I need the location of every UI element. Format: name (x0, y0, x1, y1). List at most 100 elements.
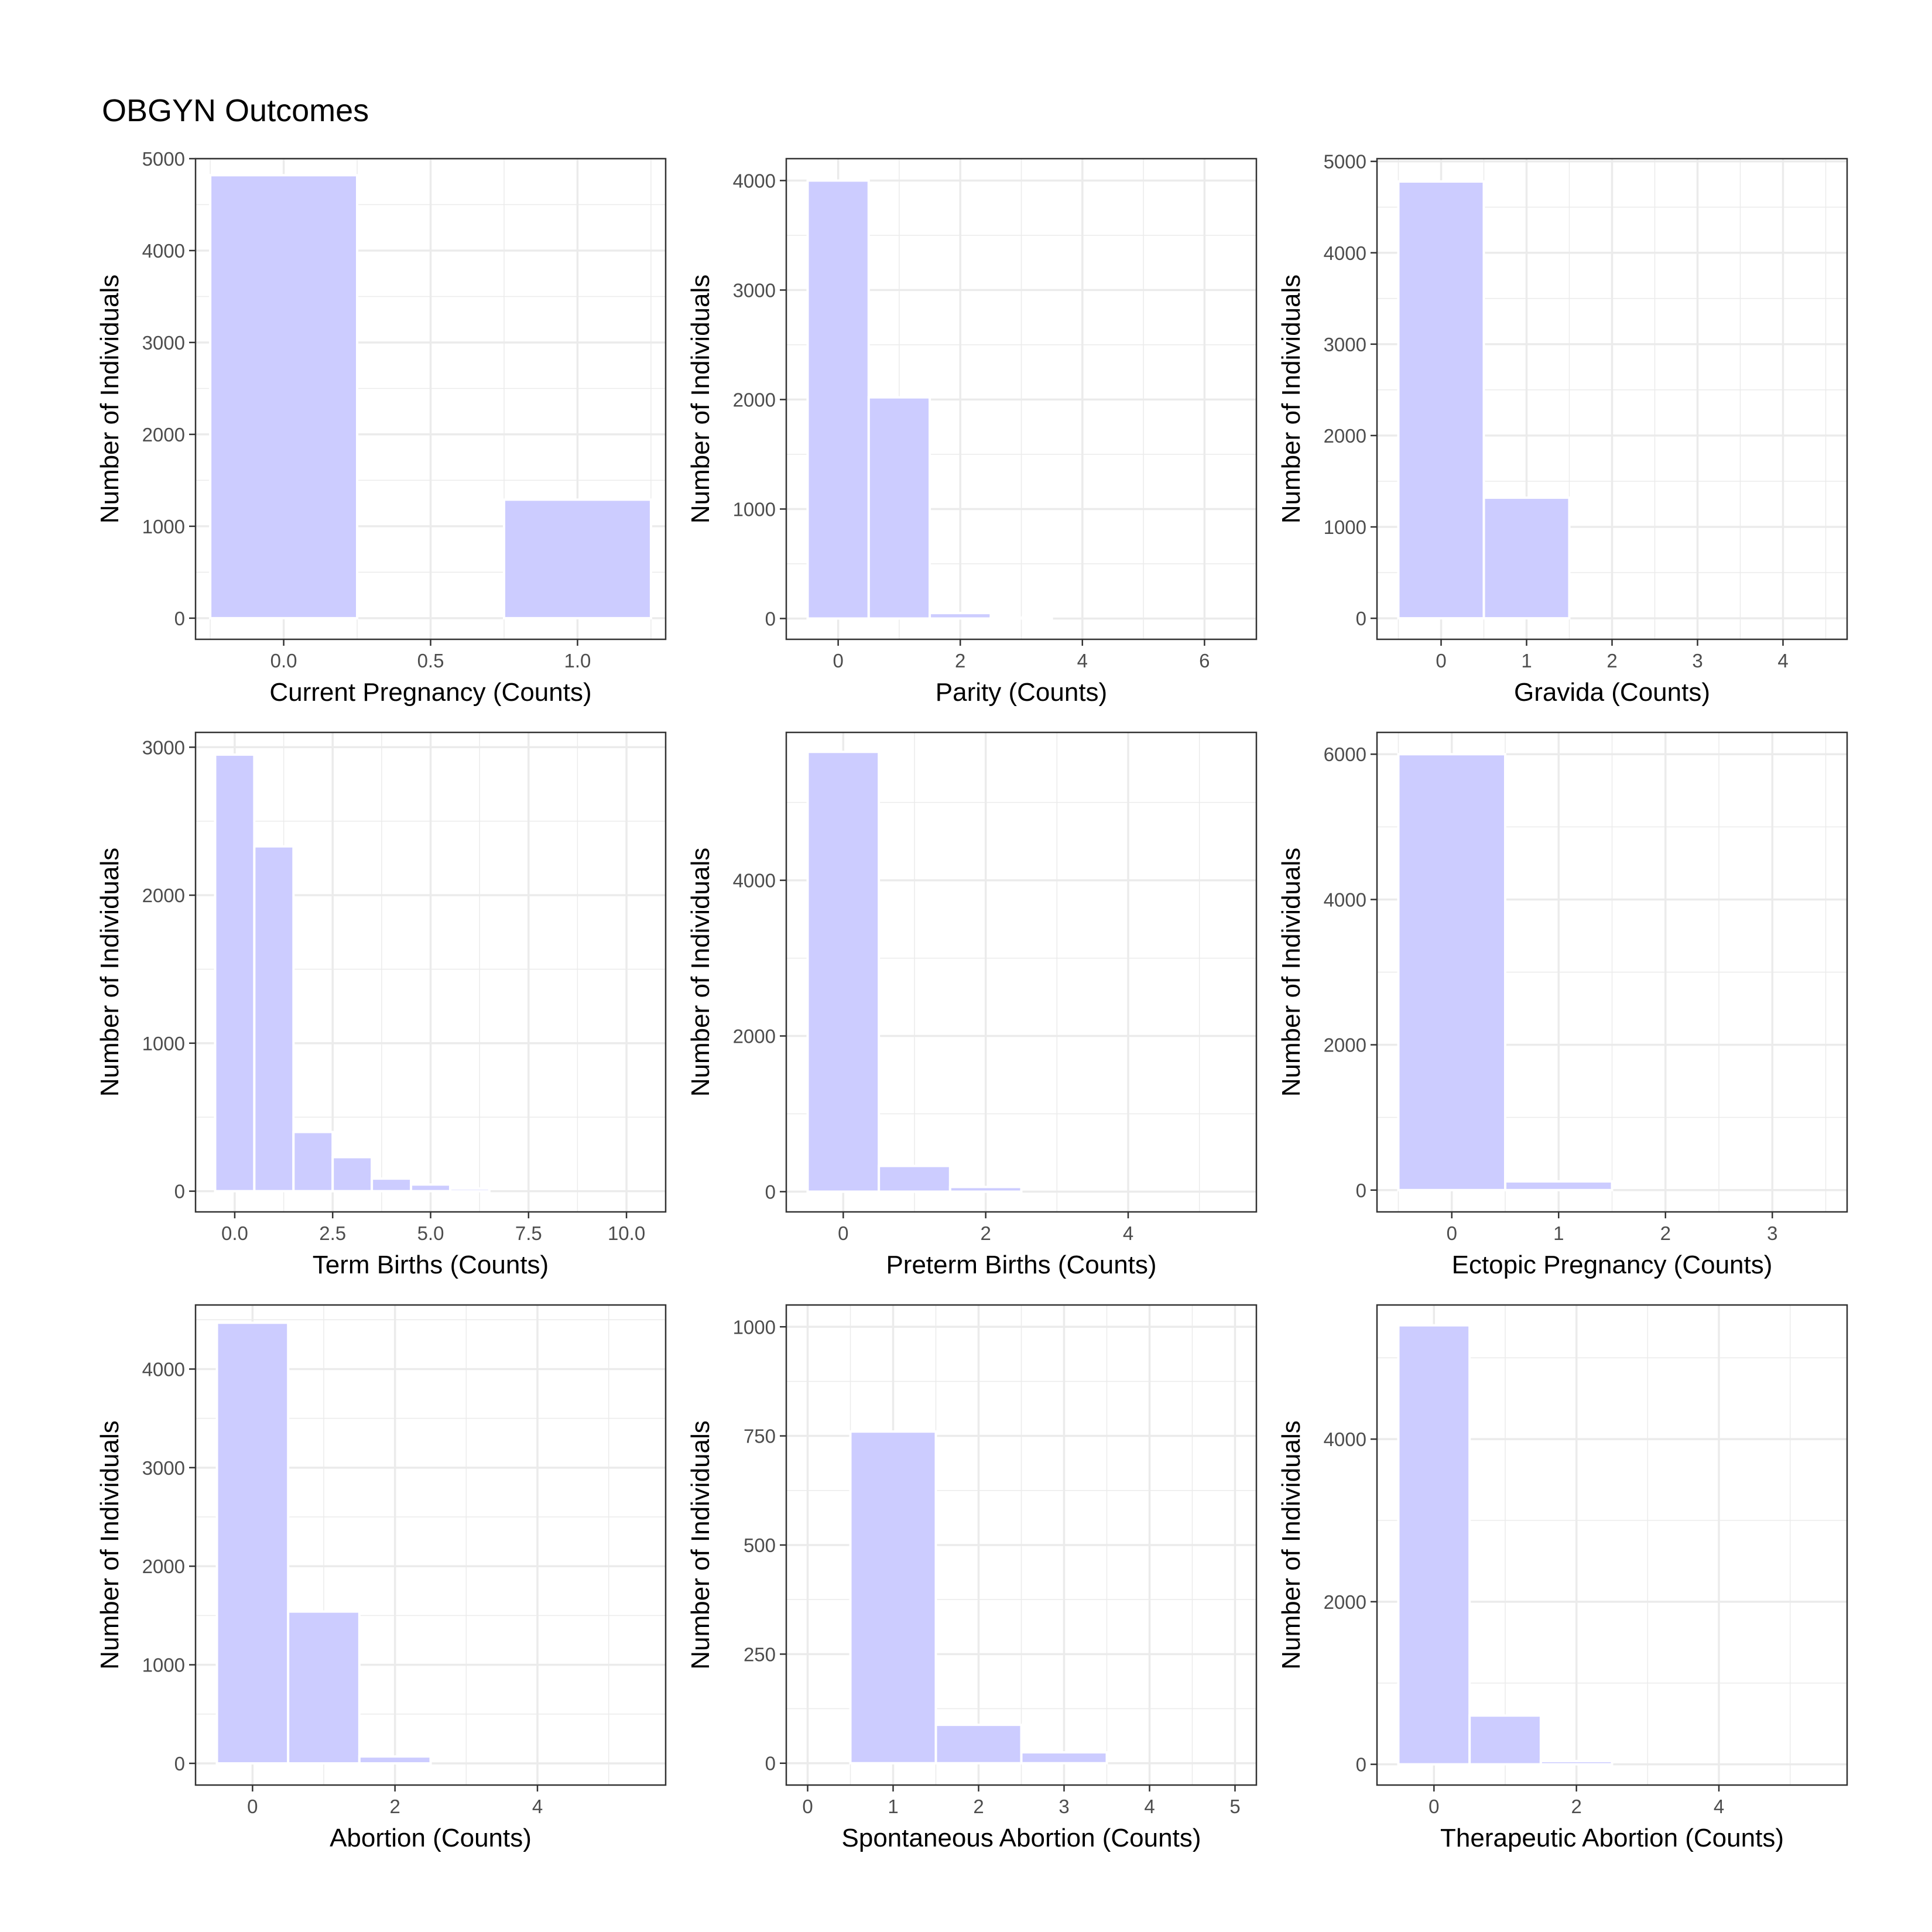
y-axis-title: Number of Individuals (1277, 848, 1306, 1097)
y-tick-label: 0 (174, 1181, 185, 1203)
y-tick-label: 0 (765, 1753, 776, 1775)
histogram-bar (1539, 1760, 1614, 1766)
x-tick-label: 0 (1447, 1222, 1457, 1244)
y-tick-label: 4000 (733, 870, 776, 892)
chart-panel-6: 0 1 2 3 0 2000 4000 6000 Ectopic Pregnancy (Coun… (1277, 731, 1848, 1279)
x-tick-label: 2 (1606, 650, 1617, 672)
y-axis-title: Number of Individuals (95, 1420, 124, 1670)
histogram-bar (502, 498, 652, 619)
x-tick-label: 1 (1521, 650, 1532, 672)
histogram-bar (867, 396, 931, 620)
plot-area (1376, 1304, 1848, 1786)
y-tick-label: 1000 (142, 1654, 185, 1676)
x-axis-title: Preterm Births (Counts) (886, 1251, 1156, 1279)
histogram-bar (1482, 496, 1571, 620)
x-tick-label: 0 (802, 1796, 813, 1817)
x-tick-label: 2 (980, 1222, 991, 1244)
histogram-bar (878, 1164, 951, 1193)
histogram-bar (215, 1321, 290, 1765)
x-tick-label: 3 (1692, 650, 1703, 672)
y-tick-label: 4000 (142, 1358, 185, 1380)
x-tick-label: 4 (1777, 650, 1788, 672)
y-tick-label: 1000 (1324, 516, 1366, 538)
histogram-bar (849, 1430, 937, 1765)
y-tick-label: 1000 (733, 1316, 776, 1338)
y-tick-label: 0 (174, 1753, 185, 1775)
histogram-bar (287, 1610, 361, 1765)
histogram-bar (331, 1156, 374, 1193)
y-axis-title: Number of Individuals (686, 848, 715, 1097)
x-tick-label: 0 (1429, 1796, 1439, 1817)
x-tick-label: 1.0 (564, 650, 591, 672)
histogram-bar (1397, 1324, 1471, 1766)
x-tick-label: 0 (247, 1796, 258, 1817)
chart-panel-7: 0 2 4 0 1000 2000 3000 4000 Abortion (Counts) Num… (95, 1304, 667, 1852)
plot-area (1376, 157, 1848, 640)
x-axis-title: Ectopic Pregnancy (Counts) (1452, 1251, 1773, 1279)
histogram-bar (806, 751, 881, 1193)
x-tick-label: 0 (838, 1222, 848, 1244)
x-tick-label: 2 (389, 1796, 400, 1817)
y-axis-title: Number of Individuals (1277, 1420, 1306, 1670)
y-tick-label: 6000 (1324, 744, 1366, 765)
chart-panel-1: 0.0 0.5 1.0 0 1000 2000 3000 4000 5000 Current Pr… (95, 148, 667, 707)
histogram-bar (448, 1187, 491, 1193)
y-tick-label: 0 (1356, 1180, 1366, 1201)
plot-area (785, 731, 1258, 1213)
x-tick-label: 5 (1229, 1796, 1240, 1817)
x-tick-label: 4 (1144, 1796, 1155, 1817)
x-axis-title: Therapeutic Abortion (Counts) (1440, 1824, 1784, 1852)
histogram-bar (934, 1724, 1023, 1765)
histogram-bar (209, 174, 359, 619)
x-axis-title: Current Pregnancy (Counts) (269, 678, 591, 707)
y-tick-label: 2000 (142, 424, 185, 446)
x-tick-label: 3 (1059, 1796, 1069, 1817)
x-tick-label: 2 (955, 650, 965, 672)
panel-border (194, 1304, 667, 1786)
y-tick-label: 0 (765, 608, 776, 629)
chart-panel-9: 0 2 4 0 2000 4000 Therapeutic Abortion (Counts… (1277, 1304, 1848, 1852)
histogram-bar (1397, 753, 1506, 1191)
plot-area (1376, 731, 1848, 1213)
x-tick-label: 7.5 (515, 1222, 542, 1244)
plot-area (194, 1304, 667, 1786)
plot-area (785, 157, 1258, 640)
histogram-bar (1468, 1714, 1542, 1766)
y-tick-label: 1000 (142, 1033, 185, 1054)
x-tick-label: 4 (1714, 1796, 1724, 1817)
x-tick-label: 0.0 (270, 650, 297, 672)
x-tick-label: 10.0 (608, 1222, 645, 1244)
histogram-bar (948, 1186, 1023, 1193)
y-tick-label: 0 (174, 608, 185, 629)
x-tick-label: 1 (1553, 1222, 1564, 1244)
y-tick-label: 0 (1356, 608, 1366, 629)
chart-panel-8: 0 1 2 3 4 5 0 250 500 750 1000 Spontaneous Abortion… (686, 1304, 1258, 1852)
y-axis-title: Number of Individuals (686, 275, 715, 524)
x-tick-label: 3 (1767, 1222, 1777, 1244)
histogram-bar (806, 179, 870, 620)
y-axis-title: Number of Individuals (686, 1420, 715, 1670)
histogram-bar (1397, 180, 1485, 620)
y-tick-label: 250 (744, 1643, 776, 1665)
x-tick-label: 4 (1123, 1222, 1133, 1244)
x-tick-label: 6 (1199, 650, 1210, 672)
x-tick-label: 2 (1660, 1222, 1671, 1244)
y-tick-label: 4000 (1324, 1429, 1366, 1450)
y-tick-label: 5000 (1324, 151, 1366, 173)
x-tick-label: 4 (1077, 650, 1088, 672)
x-tick-label: 4 (532, 1796, 543, 1817)
x-tick-label: 2 (1571, 1796, 1581, 1817)
x-axis-title: Gravida (Counts) (1514, 678, 1710, 707)
plot-area (785, 1304, 1258, 1786)
histogram-bar (1504, 1180, 1614, 1191)
histogram-bar (253, 845, 295, 1193)
x-tick-label: 0 (833, 650, 843, 672)
y-tick-label: 2000 (1324, 1591, 1366, 1613)
chart-panel-2: 0 2 4 6 0 1000 2000 3000 4000 Parity (Counts) Numb… (686, 157, 1258, 707)
y-tick-label: 0 (765, 1181, 776, 1203)
y-tick-label: 3000 (142, 1457, 185, 1479)
y-tick-label: 5000 (142, 148, 185, 170)
y-tick-label: 2000 (733, 1026, 776, 1047)
histogram-bar (371, 1177, 413, 1193)
